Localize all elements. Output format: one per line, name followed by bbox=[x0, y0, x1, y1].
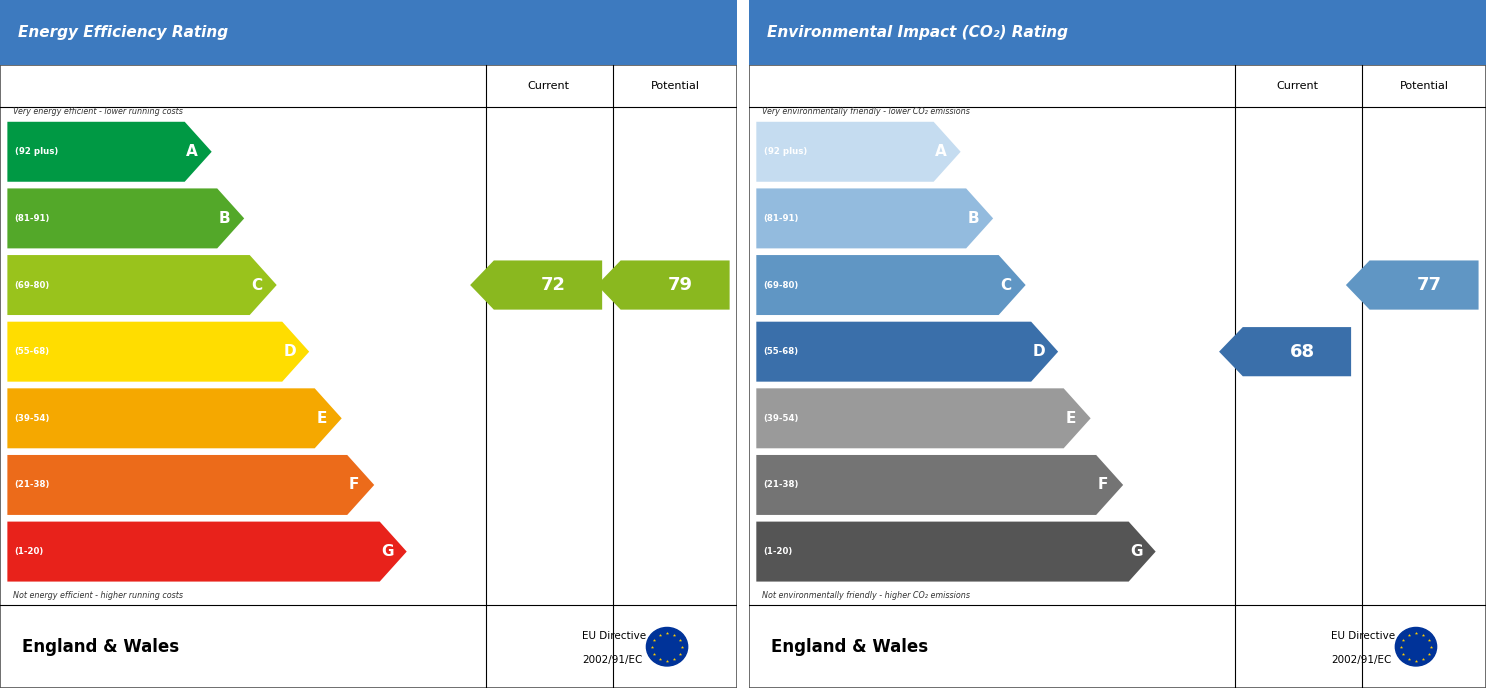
Text: 72: 72 bbox=[541, 276, 566, 294]
FancyBboxPatch shape bbox=[749, 0, 1486, 65]
Text: (21-38): (21-38) bbox=[15, 480, 51, 489]
Text: E: E bbox=[1065, 411, 1076, 426]
Text: (69-80): (69-80) bbox=[764, 281, 799, 290]
Polygon shape bbox=[7, 255, 276, 315]
Text: England & Wales: England & Wales bbox=[22, 638, 180, 656]
Polygon shape bbox=[470, 261, 602, 310]
Text: (81-91): (81-91) bbox=[764, 214, 799, 223]
Polygon shape bbox=[7, 122, 211, 182]
Text: (92 plus): (92 plus) bbox=[764, 147, 807, 156]
FancyBboxPatch shape bbox=[749, 65, 1486, 688]
Text: Very environmentally friendly - lower CO₂ emissions: Very environmentally friendly - lower CO… bbox=[762, 107, 970, 116]
Text: E: E bbox=[317, 411, 327, 426]
Text: (55-68): (55-68) bbox=[15, 347, 51, 356]
Text: EU Directive: EU Directive bbox=[1331, 632, 1395, 641]
Text: Environmental Impact (CO₂) Rating: Environmental Impact (CO₂) Rating bbox=[767, 25, 1068, 40]
Text: (39-54): (39-54) bbox=[764, 413, 799, 423]
Text: B: B bbox=[218, 211, 230, 226]
Text: (55-68): (55-68) bbox=[764, 347, 799, 356]
Text: (1-20): (1-20) bbox=[764, 547, 794, 556]
Polygon shape bbox=[7, 322, 309, 382]
Text: (1-20): (1-20) bbox=[15, 547, 45, 556]
Text: 79: 79 bbox=[669, 276, 692, 294]
Text: D: D bbox=[284, 344, 296, 359]
Text: Energy Efficiency Rating: Energy Efficiency Rating bbox=[18, 25, 229, 40]
Circle shape bbox=[1395, 627, 1437, 666]
Polygon shape bbox=[756, 522, 1156, 581]
Polygon shape bbox=[7, 455, 374, 515]
Text: G: G bbox=[1131, 544, 1143, 559]
Polygon shape bbox=[1219, 327, 1351, 376]
Text: 2002/91/EC: 2002/91/EC bbox=[1331, 656, 1391, 665]
Polygon shape bbox=[756, 322, 1058, 382]
Text: C: C bbox=[251, 277, 263, 292]
Text: EU Directive: EU Directive bbox=[583, 632, 646, 641]
Text: D: D bbox=[1033, 344, 1045, 359]
Polygon shape bbox=[7, 189, 244, 248]
Polygon shape bbox=[7, 388, 342, 449]
Text: England & Wales: England & Wales bbox=[771, 638, 929, 656]
Polygon shape bbox=[756, 455, 1123, 515]
Text: Not energy efficient - higher running costs: Not energy efficient - higher running co… bbox=[13, 591, 183, 600]
Text: (81-91): (81-91) bbox=[15, 214, 51, 223]
Polygon shape bbox=[597, 261, 730, 310]
Text: Not environmentally friendly - higher CO₂ emissions: Not environmentally friendly - higher CO… bbox=[762, 591, 970, 600]
Text: (69-80): (69-80) bbox=[15, 281, 51, 290]
Text: 68: 68 bbox=[1290, 343, 1315, 361]
Text: Potential: Potential bbox=[1400, 81, 1449, 91]
Polygon shape bbox=[756, 388, 1091, 449]
FancyBboxPatch shape bbox=[0, 0, 737, 65]
Polygon shape bbox=[756, 189, 993, 248]
Text: Current: Current bbox=[1276, 81, 1318, 91]
Polygon shape bbox=[1346, 261, 1479, 310]
Text: (21-38): (21-38) bbox=[764, 480, 799, 489]
Polygon shape bbox=[756, 255, 1025, 315]
Text: 77: 77 bbox=[1418, 276, 1441, 294]
Text: Current: Current bbox=[528, 81, 569, 91]
Text: A: A bbox=[935, 144, 947, 159]
Circle shape bbox=[646, 627, 688, 666]
Text: Very energy efficient - lower running costs: Very energy efficient - lower running co… bbox=[13, 107, 183, 116]
Polygon shape bbox=[7, 522, 407, 581]
Text: F: F bbox=[1098, 477, 1109, 493]
Text: (92 plus): (92 plus) bbox=[15, 147, 58, 156]
Text: F: F bbox=[349, 477, 360, 493]
Text: G: G bbox=[382, 544, 394, 559]
Text: B: B bbox=[967, 211, 979, 226]
Text: (39-54): (39-54) bbox=[15, 413, 51, 423]
FancyBboxPatch shape bbox=[0, 65, 737, 688]
Text: C: C bbox=[1000, 277, 1012, 292]
Polygon shape bbox=[756, 122, 960, 182]
Text: 2002/91/EC: 2002/91/EC bbox=[583, 656, 642, 665]
Text: A: A bbox=[186, 144, 198, 159]
Text: Potential: Potential bbox=[651, 81, 700, 91]
